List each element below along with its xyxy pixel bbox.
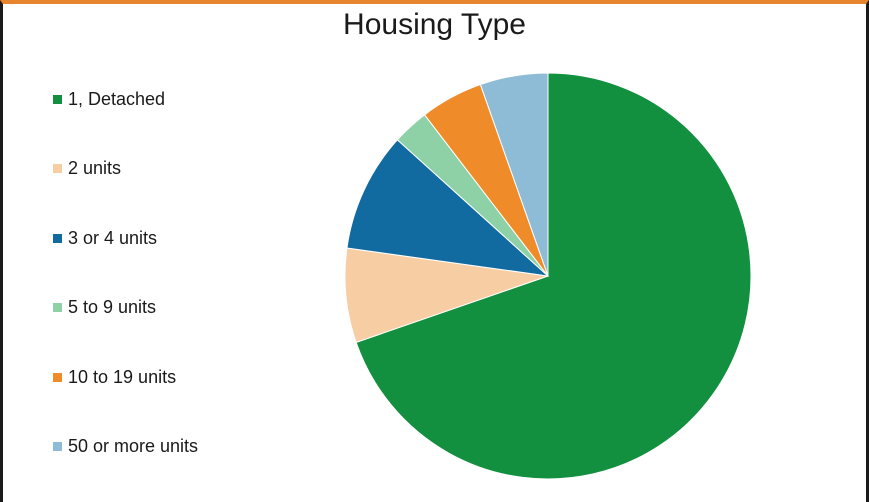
legend-item-5-to-9-units: 5 to 9 units [53,296,156,318]
pie-chart [344,72,752,480]
legend-label: 50 or more units [68,435,199,456]
legend-label: 1, Detached [68,88,166,109]
legend-label: 2 units [68,157,122,178]
legend-swatch [53,441,62,451]
pie-slice-1-detached [355,72,752,480]
legend-label: 5 to 9 units [68,296,157,317]
pie-slice-3-or-4-units [346,139,550,277]
legend-item-3-or-4-units: 3 or 4 units [53,227,157,249]
legend-item-2-units: 2 units [53,157,121,179]
legend-label: 3 or 4 units [68,227,158,248]
legend-swatch [53,302,62,312]
legend-swatch [53,372,62,382]
legend-label: 10 to 19 units [68,366,177,387]
legend-swatch [53,163,62,173]
pie-slice-50-or-more-units [479,72,549,277]
legend-swatch [53,233,62,243]
legend-item-50-or-more-units: 50 or more units [53,435,198,457]
legend-item-1-detached: 1, Detached [53,88,165,110]
legend-item-10-to-19-units: 10 to 19 units [53,366,176,388]
chart-title: Housing Type [343,8,526,41]
legend-swatch [53,94,62,104]
pie-slice-2-units [344,247,549,343]
